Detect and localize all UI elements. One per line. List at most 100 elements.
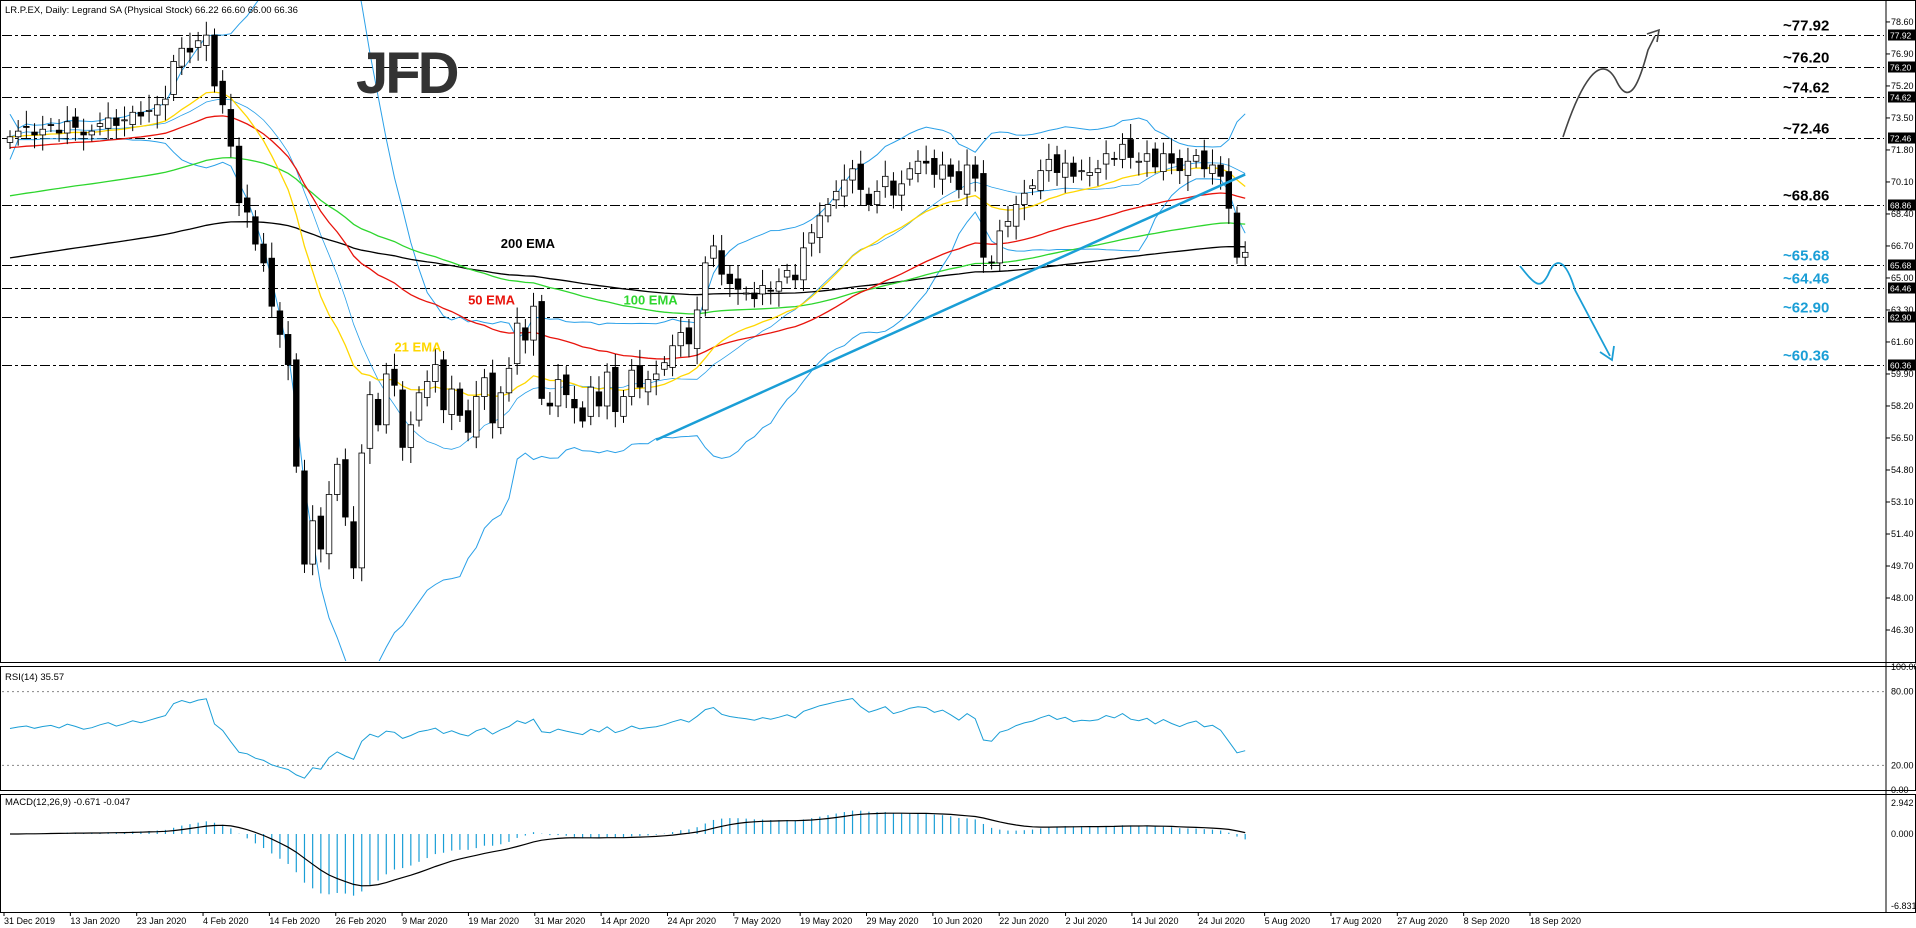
- jfd-logo: JFD: [356, 41, 461, 106]
- candle-body: [1119, 143, 1126, 160]
- candle-body: [96, 123, 104, 127]
- candle-body: [890, 180, 897, 196]
- candle-body: [587, 386, 594, 417]
- level-label-4: ~68.86: [1783, 188, 1829, 205]
- level-label-3: ~72.46: [1783, 121, 1829, 138]
- candle-body: [325, 494, 333, 555]
- date-label: 9 Mar 2020: [402, 916, 448, 926]
- candle-body: [423, 381, 431, 398]
- candle-body: [14, 130, 22, 138]
- level-tag-0: 77.92: [1890, 31, 1912, 41]
- bullish-arrow-head: [1646, 28, 1661, 43]
- bollinger-lower: [9, 138, 1246, 661]
- price-tick-label: 48.00: [1891, 593, 1914, 603]
- candle-body: [563, 374, 570, 396]
- candle-body: [522, 327, 529, 341]
- level-tag-bg-8: [1888, 359, 1915, 371]
- date-label: 24 Apr 2020: [667, 916, 716, 926]
- candle-body: [342, 459, 349, 518]
- level-tag-3: 72.46: [1890, 134, 1912, 144]
- candle-body: [1021, 192, 1028, 205]
- macd-title: MACD(12,26,9) -0.671 -0.047: [5, 797, 130, 808]
- candle-body: [800, 247, 807, 281]
- candle-body: [432, 364, 439, 382]
- candle-body: [1152, 148, 1159, 168]
- candle-body: [726, 273, 734, 285]
- candle-body: [702, 262, 709, 311]
- level-tag-bg-3: [1888, 132, 1915, 144]
- price-tick-label: 70.10: [1891, 177, 1914, 187]
- candle-body: [1176, 158, 1183, 172]
- level-tag-bg-7: [1888, 311, 1915, 323]
- candle-body: [244, 197, 251, 213]
- candle-body: [906, 168, 913, 180]
- price-tick-label: 76.90: [1891, 49, 1914, 59]
- candle-body: [268, 257, 275, 307]
- rsi-title: RSI(14) 35.57: [5, 672, 64, 683]
- candle-body: [64, 121, 71, 134]
- level-label-2: ~74.62: [1783, 80, 1829, 97]
- date-label: 18 Sep 2020: [1530, 916, 1581, 926]
- candle-body: [301, 470, 308, 565]
- candle-body: [931, 158, 938, 175]
- price-tick-label: 54.80: [1891, 465, 1914, 475]
- candle-body: [113, 117, 120, 126]
- candle-body: [145, 110, 153, 112]
- candle-body: [104, 117, 112, 129]
- level-tag-bg-5: [1888, 259, 1915, 271]
- candle-body: [186, 47, 194, 53]
- candle-body: [620, 396, 627, 417]
- ema-label-2: 100 EMA: [624, 292, 679, 307]
- date-label: 14 Apr 2020: [601, 916, 650, 926]
- level-tag-bg-6: [1888, 282, 1915, 294]
- ema-label-1: 50 EMA: [468, 292, 516, 307]
- candle-body: [211, 34, 218, 87]
- date-label: 4 Feb 2020: [203, 916, 249, 926]
- candle-body: [383, 373, 390, 426]
- candle-body: [366, 394, 374, 449]
- candle-body: [513, 322, 521, 365]
- candle-body: [252, 216, 259, 245]
- candle-body: [399, 389, 406, 448]
- candle-body: [1078, 170, 1085, 173]
- candle-body: [1209, 164, 1216, 174]
- price-tick-label: 68.40: [1891, 209, 1914, 219]
- candle-body: [693, 309, 701, 349]
- level-label-7: ~62.90: [1783, 300, 1829, 317]
- candle-body: [882, 175, 889, 188]
- candle-body: [1168, 153, 1175, 164]
- price-tick-label: 75.20: [1891, 81, 1914, 91]
- candle-body: [963, 164, 971, 195]
- candle-body: [603, 371, 611, 407]
- macd-panel: [0, 794, 1916, 913]
- candle-body: [538, 301, 545, 399]
- candle-body: [1053, 154, 1061, 173]
- candle-body: [456, 388, 464, 416]
- price-tick-label: 51.40: [1891, 529, 1914, 539]
- date-label: 31 Mar 2020: [535, 916, 586, 926]
- rsi-tick-label: 0.00: [1891, 785, 1909, 795]
- candle-body: [415, 392, 423, 421]
- candle-body: [947, 164, 954, 177]
- candle-body: [710, 245, 717, 259]
- date-label: 14 Jul 2020: [1132, 916, 1179, 926]
- candle-body: [1201, 150, 1208, 170]
- candle-body: [227, 109, 235, 147]
- candle-body: [644, 379, 652, 393]
- candle-body: [473, 396, 480, 438]
- level-tag-6: 64.46: [1890, 284, 1912, 294]
- macd-tick-label: 2.942: [1891, 798, 1914, 808]
- candle-body: [1217, 164, 1224, 177]
- candle-body: [489, 372, 496, 424]
- candle-body: [1102, 153, 1110, 165]
- candle-body: [767, 289, 774, 292]
- chart-header: LR.P.EX, Daily: Legrand SA (Physical Sto…: [5, 5, 298, 16]
- date-label: 14 Feb 2020: [269, 916, 320, 926]
- date-label: 22 Jun 2020: [999, 916, 1049, 926]
- candle-body: [407, 424, 415, 448]
- candle-body: [260, 243, 267, 264]
- date-label: 7 May 2020: [734, 916, 781, 926]
- candle-body: [996, 230, 1003, 264]
